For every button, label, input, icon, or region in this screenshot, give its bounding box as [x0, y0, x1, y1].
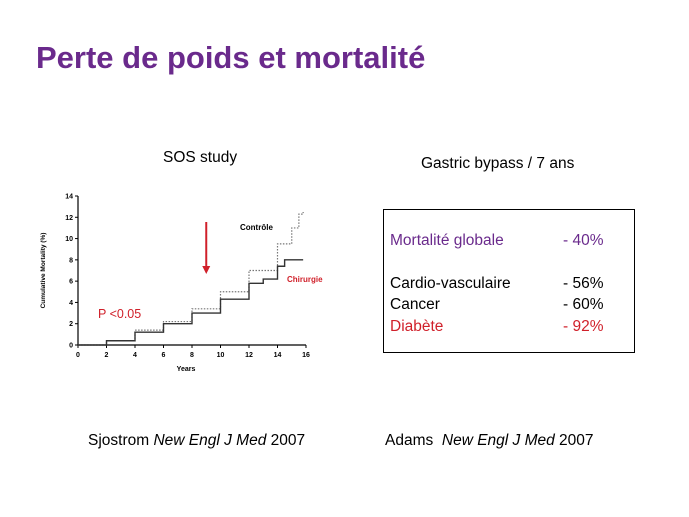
y-tick-label: 14 — [65, 194, 73, 201]
x-tick-label: 12 — [245, 352, 253, 359]
right-ref-author: Adams — [385, 432, 434, 449]
controle-label: Contrôle — [240, 223, 273, 232]
row-label-cardio: Cardio-vasculaire — [390, 275, 511, 292]
series-line-controle — [78, 211, 304, 346]
plot-area: 0 2 4 6 8 10 12 14 16 0 2 4 6 8 10 12 14 Years Cumulative … — [40, 194, 323, 374]
row-label-diabetes: Diabète — [390, 318, 444, 335]
y-tick-label: 0 — [69, 343, 73, 350]
row-value-cardio: - 56% — [563, 275, 604, 292]
series-line-chirurgie — [78, 259, 304, 346]
y-tick-label: 10 — [65, 236, 73, 243]
chirurgie-label: Chirurgie — [287, 275, 323, 284]
y-tick-label: 6 — [69, 279, 73, 286]
left-ref-year: 2007 — [270, 432, 306, 449]
slide-title: Perte de poids et mortalité — [36, 40, 426, 75]
x-tick-label: 14 — [274, 352, 282, 359]
y-tick-label: 8 — [69, 257, 73, 264]
row-value-diabetes: - 92% — [563, 318, 604, 335]
x-tick-label: 0 — [76, 352, 80, 359]
y-tick-label: 4 — [69, 300, 73, 307]
right-ref-year: 2007 — [559, 432, 594, 449]
x-tick-label: 2 — [105, 352, 109, 359]
x-tick-label: 6 — [162, 352, 166, 359]
x-tick-label: 8 — [190, 352, 194, 359]
right-reference: Adams New Engl J Med 2007 — [385, 432, 594, 450]
right-ref-journal: New Engl J Med — [441, 432, 555, 449]
row-label-global: Mortalité globale — [390, 232, 504, 249]
left-reference: Sjostrom New Engl J Med 2007 — [88, 432, 305, 450]
row-label-cancer: Cancer — [390, 296, 440, 313]
x-tick-label: 4 — [133, 352, 137, 359]
y-axis-label: Cumulative Mortality (%) — [40, 233, 47, 309]
x-tick-label: 10 — [217, 352, 225, 359]
left-ref-journal: New Engl J Med — [153, 432, 267, 449]
y-tick-label: 12 — [65, 215, 73, 222]
intervention-arrow-head — [202, 266, 211, 274]
row-value-global: - 40% — [563, 232, 604, 249]
left-heading: SOS study — [163, 149, 238, 166]
right-heading: Gastric bypass / 7 ans — [421, 155, 575, 172]
mortality-chart: 0 2 4 6 8 10 12 14 16 0 2 4 6 8 10 12 14 Years Cumulative … — [40, 194, 323, 374]
results-table: Mortalité globale - 40% Cardio-vasculair… — [383, 209, 635, 353]
row-value-cancer: - 60% — [563, 296, 604, 313]
p-value-label: P <0.05 — [98, 307, 141, 321]
x-axis-label: Years — [177, 366, 196, 373]
left-ref-author: Sjostrom — [88, 432, 150, 449]
x-tick-label: 16 — [302, 352, 310, 359]
y-tick-label: 2 — [69, 321, 73, 328]
